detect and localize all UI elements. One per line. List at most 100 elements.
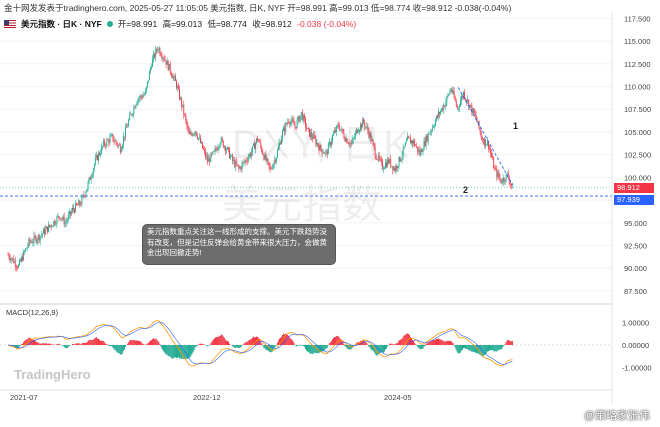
candle-body <box>315 137 317 145</box>
candle-body <box>100 153 102 155</box>
candle-body <box>277 146 279 151</box>
candle-body <box>364 122 366 127</box>
candle-body <box>444 105 446 107</box>
candle-body <box>402 147 404 156</box>
candle-body <box>338 125 340 127</box>
candle-body <box>505 174 507 182</box>
candle-body <box>181 98 183 107</box>
macd-indicator-label[interactable]: MACD(12,26,9) <box>6 308 59 317</box>
candle-body <box>65 221 67 223</box>
candle-body <box>178 86 180 89</box>
candle-body <box>9 257 11 261</box>
candle-body <box>288 122 290 123</box>
y-tick-label: 95.000 <box>624 219 647 228</box>
downtrend-line <box>457 87 513 185</box>
candle-body <box>504 181 506 182</box>
candle-body <box>306 127 307 129</box>
macd-tick-label: -1.00000 <box>622 364 652 373</box>
candle-body <box>328 142 330 145</box>
candle-body <box>245 160 247 162</box>
candle-body <box>455 100 457 106</box>
candle-body <box>70 211 72 215</box>
candle-body <box>345 138 347 142</box>
candle-body <box>158 48 160 51</box>
candle-body <box>40 234 42 236</box>
candle-body <box>255 143 256 150</box>
candle-body <box>360 124 362 130</box>
candle-body <box>291 119 293 122</box>
candle-body <box>295 126 297 128</box>
symbol-toolbar: 美元指数 · 日K · NYF 开=98.991 高=99.013 低=98.7… <box>4 17 359 31</box>
candle-body <box>147 80 149 82</box>
candle-body <box>465 98 467 100</box>
candle-body <box>468 99 470 108</box>
y-axis: 117.500 115.000 112.500 110.000 107.500 105.0… <box>624 14 651 296</box>
candle-body <box>273 160 275 165</box>
candle-body <box>166 60 168 65</box>
candle-body <box>508 178 510 184</box>
y-tick-label: 110.000 <box>624 82 651 91</box>
candle-body <box>152 58 154 67</box>
candle-body <box>486 141 488 145</box>
candle-body <box>493 158 495 169</box>
candle-body <box>230 156 232 159</box>
candle-body <box>343 132 345 139</box>
candle-body <box>159 48 161 55</box>
candle-body <box>124 136 125 138</box>
wave-label-2: 2 <box>463 185 469 195</box>
candle-body <box>182 104 184 107</box>
candle-body <box>324 151 326 154</box>
candle-body <box>323 153 325 154</box>
candle-body <box>257 138 259 141</box>
macd-axis: 1.00000 0.00000 -1.00000 <box>622 319 652 373</box>
candle-body <box>424 141 426 146</box>
candle-body <box>384 167 385 169</box>
candle-body <box>202 142 203 149</box>
candle-body <box>142 95 144 98</box>
candle-body <box>131 114 133 115</box>
candle-body <box>436 116 437 121</box>
candle-body <box>108 140 110 144</box>
candle-body <box>151 66 152 69</box>
support-line <box>0 186 612 197</box>
candle-body <box>249 153 251 157</box>
candle-body <box>368 131 370 138</box>
candle-body <box>33 235 35 243</box>
candle-body <box>239 167 241 169</box>
candle-body <box>68 211 70 215</box>
candle-body <box>153 53 155 59</box>
candle-body <box>37 235 39 241</box>
candle-body <box>237 165 239 166</box>
candle-body <box>394 167 396 172</box>
candle-body <box>433 125 435 127</box>
candle-body <box>354 132 356 138</box>
low-value: 低=98.774 <box>207 19 247 29</box>
candle-body <box>113 140 115 142</box>
y-tick-label: 100.000 <box>624 173 651 182</box>
candle-body <box>456 105 458 109</box>
candle-body <box>491 153 493 158</box>
candle-body <box>128 119 130 126</box>
candle-body <box>359 129 360 132</box>
candle-body <box>458 106 460 108</box>
candle-body <box>460 96 462 101</box>
candle-body <box>150 68 151 72</box>
candle-body <box>422 150 424 153</box>
candle-body <box>164 59 166 61</box>
candle-body <box>22 257 24 261</box>
candle-body <box>91 174 93 178</box>
candle-body <box>502 177 504 183</box>
candle-body <box>385 162 386 168</box>
candle-body <box>54 221 56 225</box>
symbol-title[interactable]: 美元指数 · 日K · NYF <box>21 19 102 29</box>
candle-body <box>177 86 178 88</box>
candle-body <box>207 156 209 162</box>
candle-body <box>216 149 218 151</box>
candle-body <box>507 173 509 179</box>
candle-body <box>302 115 304 121</box>
candle-body <box>189 132 191 135</box>
candle-body <box>472 108 474 113</box>
candle-body <box>213 151 215 152</box>
candle-body <box>481 137 483 141</box>
